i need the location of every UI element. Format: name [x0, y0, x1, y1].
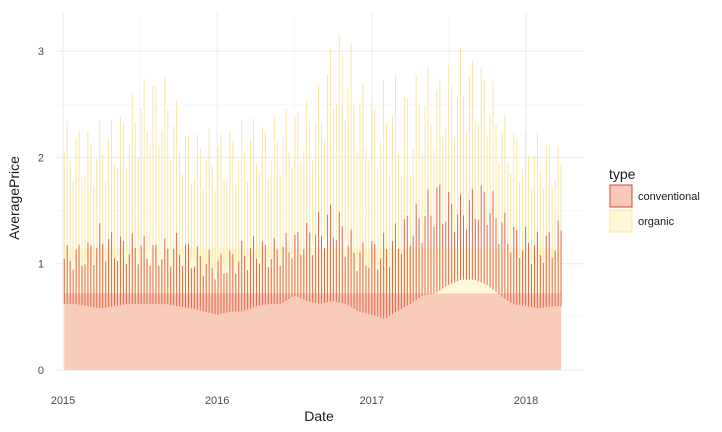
x-tick-label: 2017 — [360, 395, 384, 407]
legend-title: type — [609, 166, 636, 182]
y-axis-title: AveragePrice — [6, 156, 22, 240]
x-tick-labels: 2015 2016 2017 2018 — [51, 395, 538, 407]
series-conventional — [63, 184, 562, 370]
x-axis-title: Date — [304, 408, 334, 424]
legend-key-conventional — [609, 184, 633, 208]
legend-key-organic — [609, 209, 633, 233]
x-tick-label: 2018 — [514, 395, 538, 407]
y-tick-labels: 0 1 2 3 — [38, 46, 44, 377]
x-tick-label: 2016 — [205, 395, 229, 407]
y-tick-label: 3 — [38, 46, 44, 58]
legend-label-conventional: conventional — [638, 191, 700, 203]
x-tick-label: 2015 — [51, 395, 75, 407]
legend: type conventional organic — [609, 166, 700, 233]
area-conventional — [64, 293, 562, 370]
series-layer — [63, 34, 562, 370]
y-tick-label: 0 — [38, 365, 44, 377]
y-tick-label: 1 — [38, 259, 44, 271]
legend-label-organic: organic — [638, 216, 675, 228]
y-tick-label: 2 — [38, 152, 44, 164]
